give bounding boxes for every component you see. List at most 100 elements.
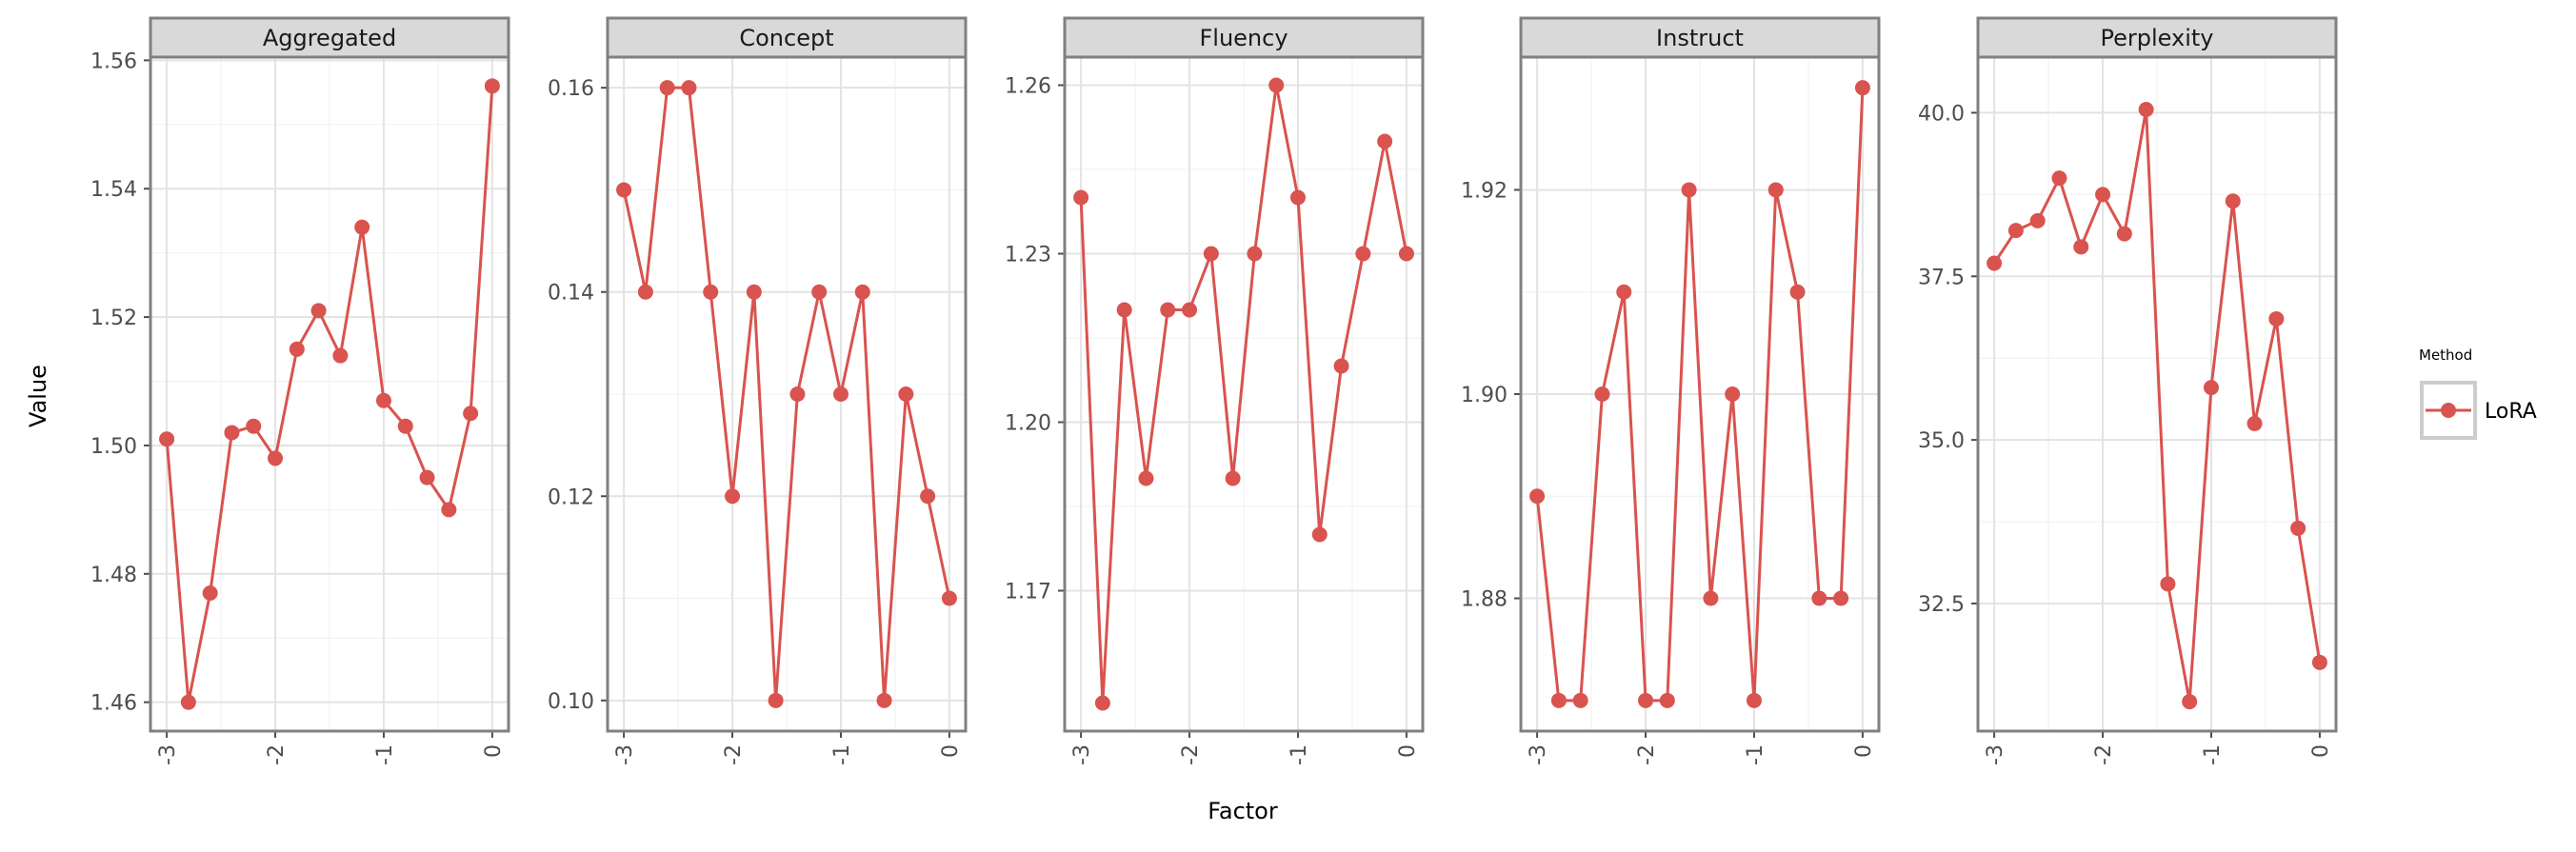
data-point bbox=[811, 284, 828, 300]
y-tick-label: 1.17 bbox=[1005, 581, 1051, 604]
data-point bbox=[1160, 302, 1176, 318]
x-tick-label: -1 bbox=[2201, 744, 2225, 765]
data-point bbox=[1529, 488, 1546, 505]
data-point bbox=[659, 80, 675, 96]
data-point bbox=[1833, 590, 1849, 606]
facet-panels: Aggregated -3 -2 -1 0 1.46 1.48 1.50 1.52 1.54 1.5… bbox=[90, 16, 2338, 765]
data-point bbox=[854, 284, 870, 300]
data-point bbox=[746, 284, 762, 300]
data-point bbox=[1550, 692, 1567, 708]
data-point bbox=[484, 78, 500, 94]
data-point bbox=[1073, 189, 1089, 206]
data-point bbox=[2160, 576, 2176, 592]
facet-strip-label: Aggregated bbox=[263, 25, 396, 51]
data-point bbox=[789, 386, 806, 402]
panel-fluency: Fluency -3 -2 -1 0 1.17 1.20 1.23 1.26 bbox=[1005, 16, 1425, 765]
x-tick-label: -2 bbox=[722, 744, 746, 765]
data-point bbox=[2290, 520, 2306, 536]
x-tick-label: -2 bbox=[265, 744, 289, 765]
y-axis-title: Value bbox=[25, 365, 51, 427]
y-tick-label: 0.10 bbox=[548, 690, 594, 714]
data-point bbox=[2073, 239, 2089, 255]
data-point bbox=[354, 219, 370, 235]
data-point bbox=[1616, 284, 1632, 300]
legend-key-point bbox=[2441, 403, 2456, 418]
data-point bbox=[2268, 310, 2285, 327]
panel-border bbox=[149, 55, 510, 733]
x-tick-label: -3 bbox=[156, 744, 180, 765]
x-tick-label: 0 bbox=[482, 744, 506, 758]
y-tick-label: 0.12 bbox=[548, 485, 594, 509]
data-point bbox=[397, 418, 413, 434]
data-point bbox=[419, 469, 435, 485]
y-tick-label: 1.54 bbox=[90, 178, 137, 202]
x-tick-label: -2 bbox=[1635, 744, 1659, 765]
y-tick-label: 1.20 bbox=[1005, 412, 1051, 436]
data-point bbox=[1355, 246, 1371, 262]
x-tick-label: -1 bbox=[1288, 744, 1311, 765]
data-point bbox=[703, 284, 719, 300]
series-line-lora bbox=[1079, 85, 1408, 703]
data-point bbox=[920, 488, 936, 505]
panel-border bbox=[1976, 55, 2338, 733]
data-point bbox=[1247, 246, 1263, 262]
y-tick-label: 1.48 bbox=[90, 564, 137, 587]
data-point bbox=[2311, 654, 2327, 670]
y-tick-label: 32.5 bbox=[1918, 593, 1965, 617]
data-point bbox=[1333, 358, 1349, 374]
data-point bbox=[310, 303, 327, 319]
legend: Method LoRA bbox=[2419, 347, 2537, 440]
panel-border bbox=[1063, 55, 1425, 733]
data-point bbox=[2247, 415, 2263, 431]
series-line-lora bbox=[1992, 109, 2322, 703]
data-point bbox=[1767, 182, 1784, 198]
data-point bbox=[876, 692, 892, 708]
data-point bbox=[1377, 133, 1393, 149]
facet-strip-label: Perplexity bbox=[2101, 25, 2214, 51]
data-point bbox=[289, 341, 305, 357]
data-point bbox=[1789, 284, 1806, 300]
data-point bbox=[1725, 386, 1741, 402]
y-tick-label: 1.26 bbox=[1005, 75, 1051, 99]
data-point bbox=[898, 386, 914, 402]
data-point bbox=[1854, 80, 1870, 96]
x-tick-label: 0 bbox=[2309, 744, 2333, 758]
y-tick-label: 40.0 bbox=[1918, 102, 1965, 126]
facet-strip-label: Instruct bbox=[1656, 25, 1744, 51]
x-tick-label: -3 bbox=[613, 744, 637, 765]
facet-strip-label: Concept bbox=[739, 25, 833, 51]
x-tick-label: -3 bbox=[1527, 744, 1550, 765]
data-point bbox=[2116, 226, 2132, 242]
data-point bbox=[2203, 380, 2219, 396]
y-tick-label: 37.5 bbox=[1918, 266, 1965, 289]
x-tick-label: -1 bbox=[373, 744, 397, 765]
data-point bbox=[246, 418, 262, 434]
data-point bbox=[1746, 692, 1762, 708]
x-tick-label: 0 bbox=[939, 744, 963, 758]
legend-label-lora: LoRA bbox=[2485, 400, 2537, 424]
panel-aggregated: Aggregated -3 -2 -1 0 1.46 1.48 1.50 1.52 1.54 1.5… bbox=[90, 16, 510, 765]
data-point bbox=[2051, 170, 2067, 187]
y-tick-label: 1.90 bbox=[1461, 384, 1508, 407]
y-tick-label: 0.16 bbox=[548, 77, 594, 101]
y-tick-label: 1.46 bbox=[90, 692, 137, 716]
data-point bbox=[1659, 692, 1675, 708]
series-line-lora bbox=[622, 86, 951, 701]
x-tick-label: -1 bbox=[1744, 744, 1767, 765]
data-point bbox=[2225, 193, 2241, 209]
y-tick-label: 1.56 bbox=[90, 50, 137, 73]
panel-concept: Concept -3 -2 -1 0 0.10 0.12 0.14 0.16 bbox=[548, 16, 968, 765]
data-point bbox=[463, 406, 479, 422]
data-point bbox=[1289, 189, 1306, 206]
x-tick-label: -3 bbox=[1984, 744, 2007, 765]
data-point bbox=[332, 347, 349, 364]
data-point bbox=[1094, 695, 1110, 711]
data-point bbox=[2029, 212, 2046, 228]
data-point bbox=[1811, 590, 1827, 606]
data-point bbox=[2007, 223, 2024, 239]
data-point bbox=[681, 80, 697, 96]
facet-strip bbox=[1063, 16, 1425, 59]
data-point bbox=[1987, 255, 2003, 271]
data-point bbox=[1268, 77, 1285, 93]
x-tick-label: 0 bbox=[1396, 744, 1420, 758]
